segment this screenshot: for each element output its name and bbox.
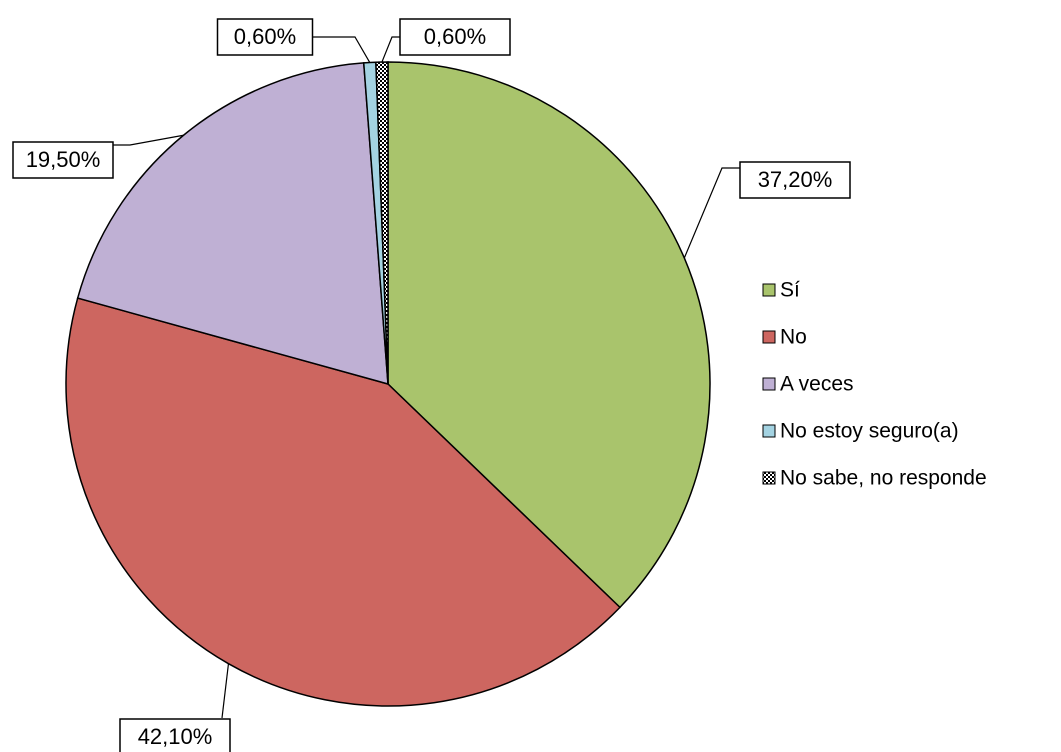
leader-line bbox=[381, 36, 400, 63]
data-label: 0,60% bbox=[424, 24, 486, 49]
pie-slice bbox=[76, 62, 389, 386]
label-box bbox=[216, 18, 314, 56]
legend-swatch bbox=[762, 377, 776, 391]
data-label: 19,50% bbox=[26, 147, 101, 172]
pie-slice bbox=[65, 297, 622, 707]
leader-line bbox=[313, 36, 371, 63]
label-box bbox=[12, 141, 114, 179]
label-box bbox=[739, 161, 851, 199]
legend-label: No estoy seguro(a) bbox=[780, 420, 959, 443]
label-box bbox=[119, 718, 231, 752]
label-box bbox=[399, 18, 511, 56]
legend-swatch bbox=[762, 471, 776, 485]
leader-line bbox=[683, 167, 740, 259]
legend-label: A veces bbox=[780, 373, 854, 396]
leader-line bbox=[113, 134, 184, 146]
pie-slice bbox=[387, 61, 711, 609]
legend-label: Sí bbox=[780, 279, 800, 302]
data-label: 37,20% bbox=[758, 167, 833, 192]
legend-swatch bbox=[762, 424, 776, 438]
legend-swatch bbox=[762, 330, 776, 344]
data-label: 42,10% bbox=[138, 724, 213, 749]
legend-label: No sabe, no responde bbox=[780, 467, 987, 490]
legend-swatch bbox=[762, 283, 776, 297]
data-label: 0,60% bbox=[234, 24, 296, 49]
leader-line bbox=[221, 663, 230, 719]
legend-label: No bbox=[780, 326, 807, 349]
